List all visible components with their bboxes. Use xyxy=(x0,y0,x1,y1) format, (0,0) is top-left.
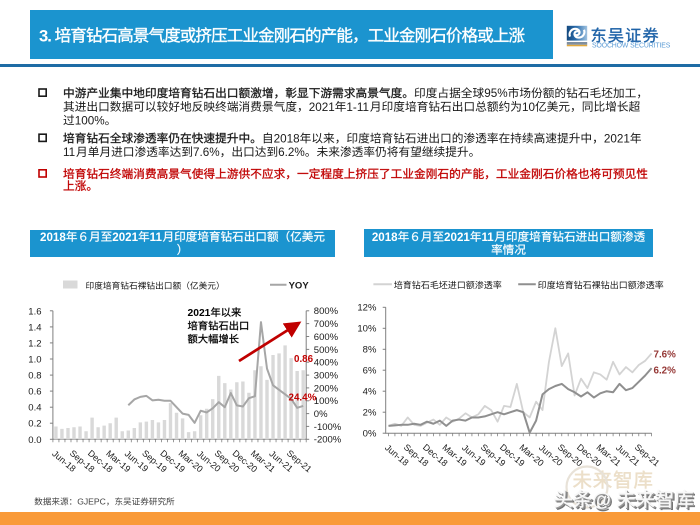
svg-text:2021: 2021 xyxy=(188,308,211,319)
svg-text:0%: 0% xyxy=(314,409,328,420)
svg-text:2021: 2021 xyxy=(309,101,335,114)
svg-text:0.8: 0.8 xyxy=(28,371,41,382)
svg-text:0.4: 0.4 xyxy=(28,403,41,414)
svg-text:3.: 3. xyxy=(39,26,51,45)
svg-text:100%: 100% xyxy=(75,114,105,127)
svg-text:600%: 600% xyxy=(314,332,339,343)
svg-text:24.4%: 24.4% xyxy=(289,392,317,403)
svg-text:95%: 95% xyxy=(484,87,507,100)
svg-text:6.2%: 6.2% xyxy=(278,146,305,159)
svg-text:-100%: -100% xyxy=(314,422,342,433)
svg-text:2021: 2021 xyxy=(604,132,630,145)
svg-text:-200%: -200% xyxy=(314,435,342,446)
svg-text:2021: 2021 xyxy=(112,231,138,244)
svg-text:SOOCHOW SECURITIES: SOOCHOW SECURITIES xyxy=(592,43,671,50)
svg-text:@: @ xyxy=(592,490,611,511)
svg-text:11: 11 xyxy=(150,231,163,244)
svg-text:500%: 500% xyxy=(314,345,339,356)
svg-text:1.2: 1.2 xyxy=(28,338,41,349)
svg-text:0.0: 0.0 xyxy=(28,435,41,446)
svg-text:2021: 2021 xyxy=(444,231,470,244)
svg-text:2018: 2018 xyxy=(40,231,66,244)
svg-text:2018: 2018 xyxy=(372,231,398,244)
svg-text:7.6%: 7.6% xyxy=(654,350,677,361)
svg-text:YOY: YOY xyxy=(289,280,310,291)
svg-text:2%: 2% xyxy=(363,408,377,419)
svg-text:8%: 8% xyxy=(363,345,377,356)
svg-text:400%: 400% xyxy=(314,358,339,369)
svg-text:300%: 300% xyxy=(314,370,339,381)
svg-text:0.86: 0.86 xyxy=(294,354,314,365)
svg-text:700%: 700% xyxy=(314,319,339,330)
svg-text:4%: 4% xyxy=(363,387,377,398)
svg-text:1.6: 1.6 xyxy=(28,306,41,317)
svg-text:1.0: 1.0 xyxy=(28,355,41,366)
svg-text:10%: 10% xyxy=(357,324,377,335)
svg-text:800%: 800% xyxy=(314,306,339,317)
svg-text:0.6: 0.6 xyxy=(28,387,41,398)
svg-text:10: 10 xyxy=(522,101,536,114)
svg-text:1.4: 1.4 xyxy=(28,322,41,333)
svg-text:0.2: 0.2 xyxy=(28,419,41,430)
svg-text:@: @ xyxy=(594,492,613,513)
svg-text:12%: 12% xyxy=(357,303,377,314)
svg-text:7.6%: 7.6% xyxy=(193,146,220,159)
svg-text:200%: 200% xyxy=(314,383,339,394)
svg-text:0%: 0% xyxy=(363,429,377,440)
svg-text:1-11: 1-11 xyxy=(346,101,369,114)
svg-text:6.2%: 6.2% xyxy=(654,365,677,376)
svg-text:@: @ xyxy=(593,491,612,512)
svg-text:GJEPC: GJEPC xyxy=(77,497,106,507)
svg-text:100%: 100% xyxy=(314,396,339,407)
svg-text:6%: 6% xyxy=(363,366,377,377)
svg-text:2018: 2018 xyxy=(274,132,300,145)
svg-text:11: 11 xyxy=(63,146,75,159)
svg-text:11: 11 xyxy=(481,231,494,244)
